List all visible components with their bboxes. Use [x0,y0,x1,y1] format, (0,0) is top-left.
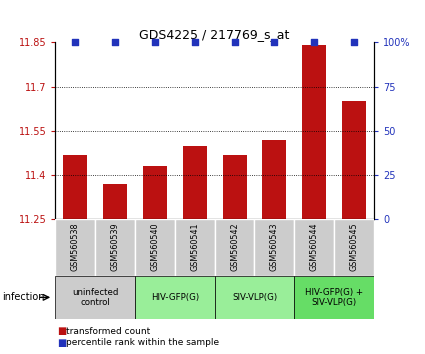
Point [271,40,278,45]
Text: HIV-GFP(G) +
SIV-VLP(G): HIV-GFP(G) + SIV-VLP(G) [305,288,363,307]
Bar [95,219,135,276]
Text: GSM560545: GSM560545 [350,222,359,271]
Text: ■: ■ [57,338,67,348]
Bar [143,166,167,219]
Bar [334,219,374,276]
Bar [294,276,374,319]
Bar [183,146,207,219]
Bar [302,45,326,219]
Bar [255,219,294,276]
Bar [103,184,127,219]
Text: ■: ■ [57,326,67,336]
Bar [215,276,294,319]
Point [311,40,317,45]
Point [191,40,198,45]
Bar [63,155,87,219]
Bar [294,219,334,276]
Text: GSM560540: GSM560540 [150,222,159,271]
Text: infection: infection [2,292,45,302]
Text: percentile rank within the sample: percentile rank within the sample [66,338,219,347]
Text: GSM560539: GSM560539 [110,222,119,271]
Text: HIV-GFP(G): HIV-GFP(G) [151,293,199,302]
Text: SIV-VLP(G): SIV-VLP(G) [232,293,277,302]
Bar [135,276,215,319]
Bar [55,276,135,319]
Bar [342,102,366,219]
Text: GSM560542: GSM560542 [230,222,239,271]
Bar [135,219,175,276]
Text: uninfected
control: uninfected control [72,288,118,307]
Bar [215,219,255,276]
Text: GSM560541: GSM560541 [190,222,199,271]
Text: GSM560544: GSM560544 [310,222,319,271]
Bar [262,140,286,219]
Text: GSM560538: GSM560538 [71,222,79,271]
Point [351,40,357,45]
Bar [55,219,95,276]
Bar [175,219,215,276]
Text: transformed count: transformed count [66,327,150,336]
Point [112,40,119,45]
Bar [223,155,246,219]
Title: GDS4225 / 217769_s_at: GDS4225 / 217769_s_at [139,28,290,41]
Point [231,40,238,45]
Text: GSM560543: GSM560543 [270,222,279,271]
Point [72,40,79,45]
Point [151,40,158,45]
